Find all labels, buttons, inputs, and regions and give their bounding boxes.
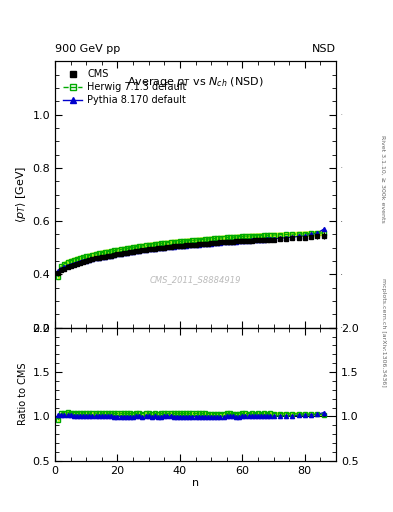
Text: Rivet 3.1.10, ≥ 300k events: Rivet 3.1.10, ≥ 300k events: [381, 135, 386, 223]
Legend: CMS, Herwig 7.1.3 default, Pythia 8.170 default: CMS, Herwig 7.1.3 default, Pythia 8.170 …: [60, 66, 189, 108]
Text: Average $p_T$ vs $N_{ch}$ (NSD): Average $p_T$ vs $N_{ch}$ (NSD): [127, 75, 264, 89]
X-axis label: n: n: [192, 478, 199, 488]
Text: mcplots.cern.ch [arXiv:1306.3436]: mcplots.cern.ch [arXiv:1306.3436]: [381, 279, 386, 387]
Text: 900 GeV pp: 900 GeV pp: [55, 44, 120, 54]
Text: NSD: NSD: [312, 44, 336, 54]
Y-axis label: $\langle p_T \rangle$ [GeV]: $\langle p_T \rangle$ [GeV]: [14, 166, 28, 223]
Y-axis label: Ratio to CMS: Ratio to CMS: [18, 363, 28, 425]
Text: CMS_2011_S8884919: CMS_2011_S8884919: [150, 275, 241, 284]
